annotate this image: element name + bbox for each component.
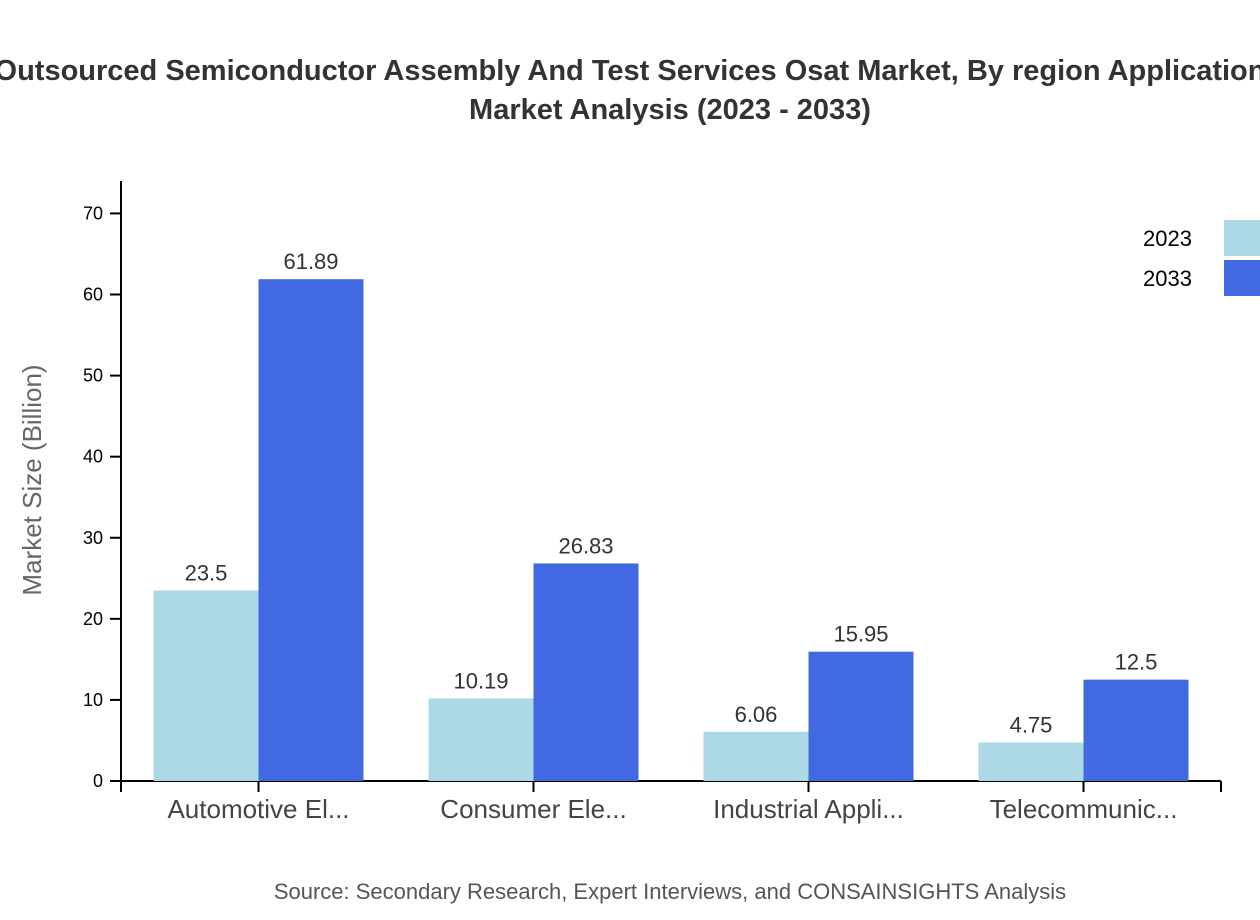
y-tick-label: 70 bbox=[83, 203, 103, 223]
legend-label-2033: 2033 bbox=[1143, 266, 1192, 291]
y-axis: 0 10 20 30 40 50 60 70 bbox=[83, 181, 122, 791]
data-label: 6.06 bbox=[735, 702, 778, 727]
data-label: 23.5 bbox=[185, 560, 228, 585]
y-tick-label: 20 bbox=[83, 609, 103, 629]
bar-2033-1 bbox=[258, 279, 364, 781]
chart-title-line-1: Outsourced Semiconductor Assembly And Te… bbox=[0, 55, 1260, 87]
value-labels: 23.5 61.89 10.19 26.83 6.06 15.95 4.75 12.5 bbox=[185, 249, 1158, 737]
x-tick-label: Telecommunic... bbox=[990, 794, 1178, 824]
data-label: 4.75 bbox=[1010, 712, 1053, 737]
y-tick-label: 50 bbox=[83, 366, 103, 386]
data-label: 61.89 bbox=[283, 249, 338, 274]
bar-2023-1 bbox=[153, 590, 259, 781]
legend: 2023 2033 bbox=[1143, 220, 1260, 296]
bar-2033-2 bbox=[533, 563, 639, 781]
legend-label-2023: 2023 bbox=[1143, 226, 1192, 251]
bars bbox=[153, 279, 1189, 781]
legend-swatch-2023 bbox=[1224, 220, 1260, 256]
bar-2033-3 bbox=[808, 651, 914, 781]
bar-2033-4 bbox=[1083, 679, 1189, 781]
x-tick-label: Automotive El... bbox=[167, 794, 349, 824]
data-label: 12.5 bbox=[1115, 650, 1158, 675]
bar-2023-2 bbox=[428, 698, 534, 781]
data-label: 26.83 bbox=[558, 533, 613, 558]
source-note: Source: Secondary Research, Expert Inter… bbox=[274, 879, 1066, 904]
bar-2023-3 bbox=[703, 731, 809, 781]
x-tick-label: Consumer Ele... bbox=[440, 794, 626, 824]
y-tick-label: 0 bbox=[93, 771, 103, 791]
x-tick-label: Industrial Appli... bbox=[713, 794, 904, 824]
legend-swatch-2033 bbox=[1224, 260, 1260, 296]
bar-2023-4 bbox=[978, 742, 1084, 781]
y-axis-title: Market Size (Billion) bbox=[17, 364, 47, 595]
data-label: 10.19 bbox=[453, 668, 508, 693]
y-tick-label: 10 bbox=[83, 690, 103, 710]
y-tick-label: 30 bbox=[83, 528, 103, 548]
data-label: 15.95 bbox=[833, 622, 888, 647]
chart-title: Outsourced Semiconductor Assembly And Te… bbox=[0, 55, 1260, 126]
x-axis: Automotive El... Consumer Ele... Industria… bbox=[120, 780, 1222, 824]
chart-title-line-2: Market Analysis (2023 - 2033) bbox=[469, 94, 871, 126]
y-tick-label: 40 bbox=[83, 447, 103, 467]
y-tick-label: 60 bbox=[83, 285, 103, 305]
